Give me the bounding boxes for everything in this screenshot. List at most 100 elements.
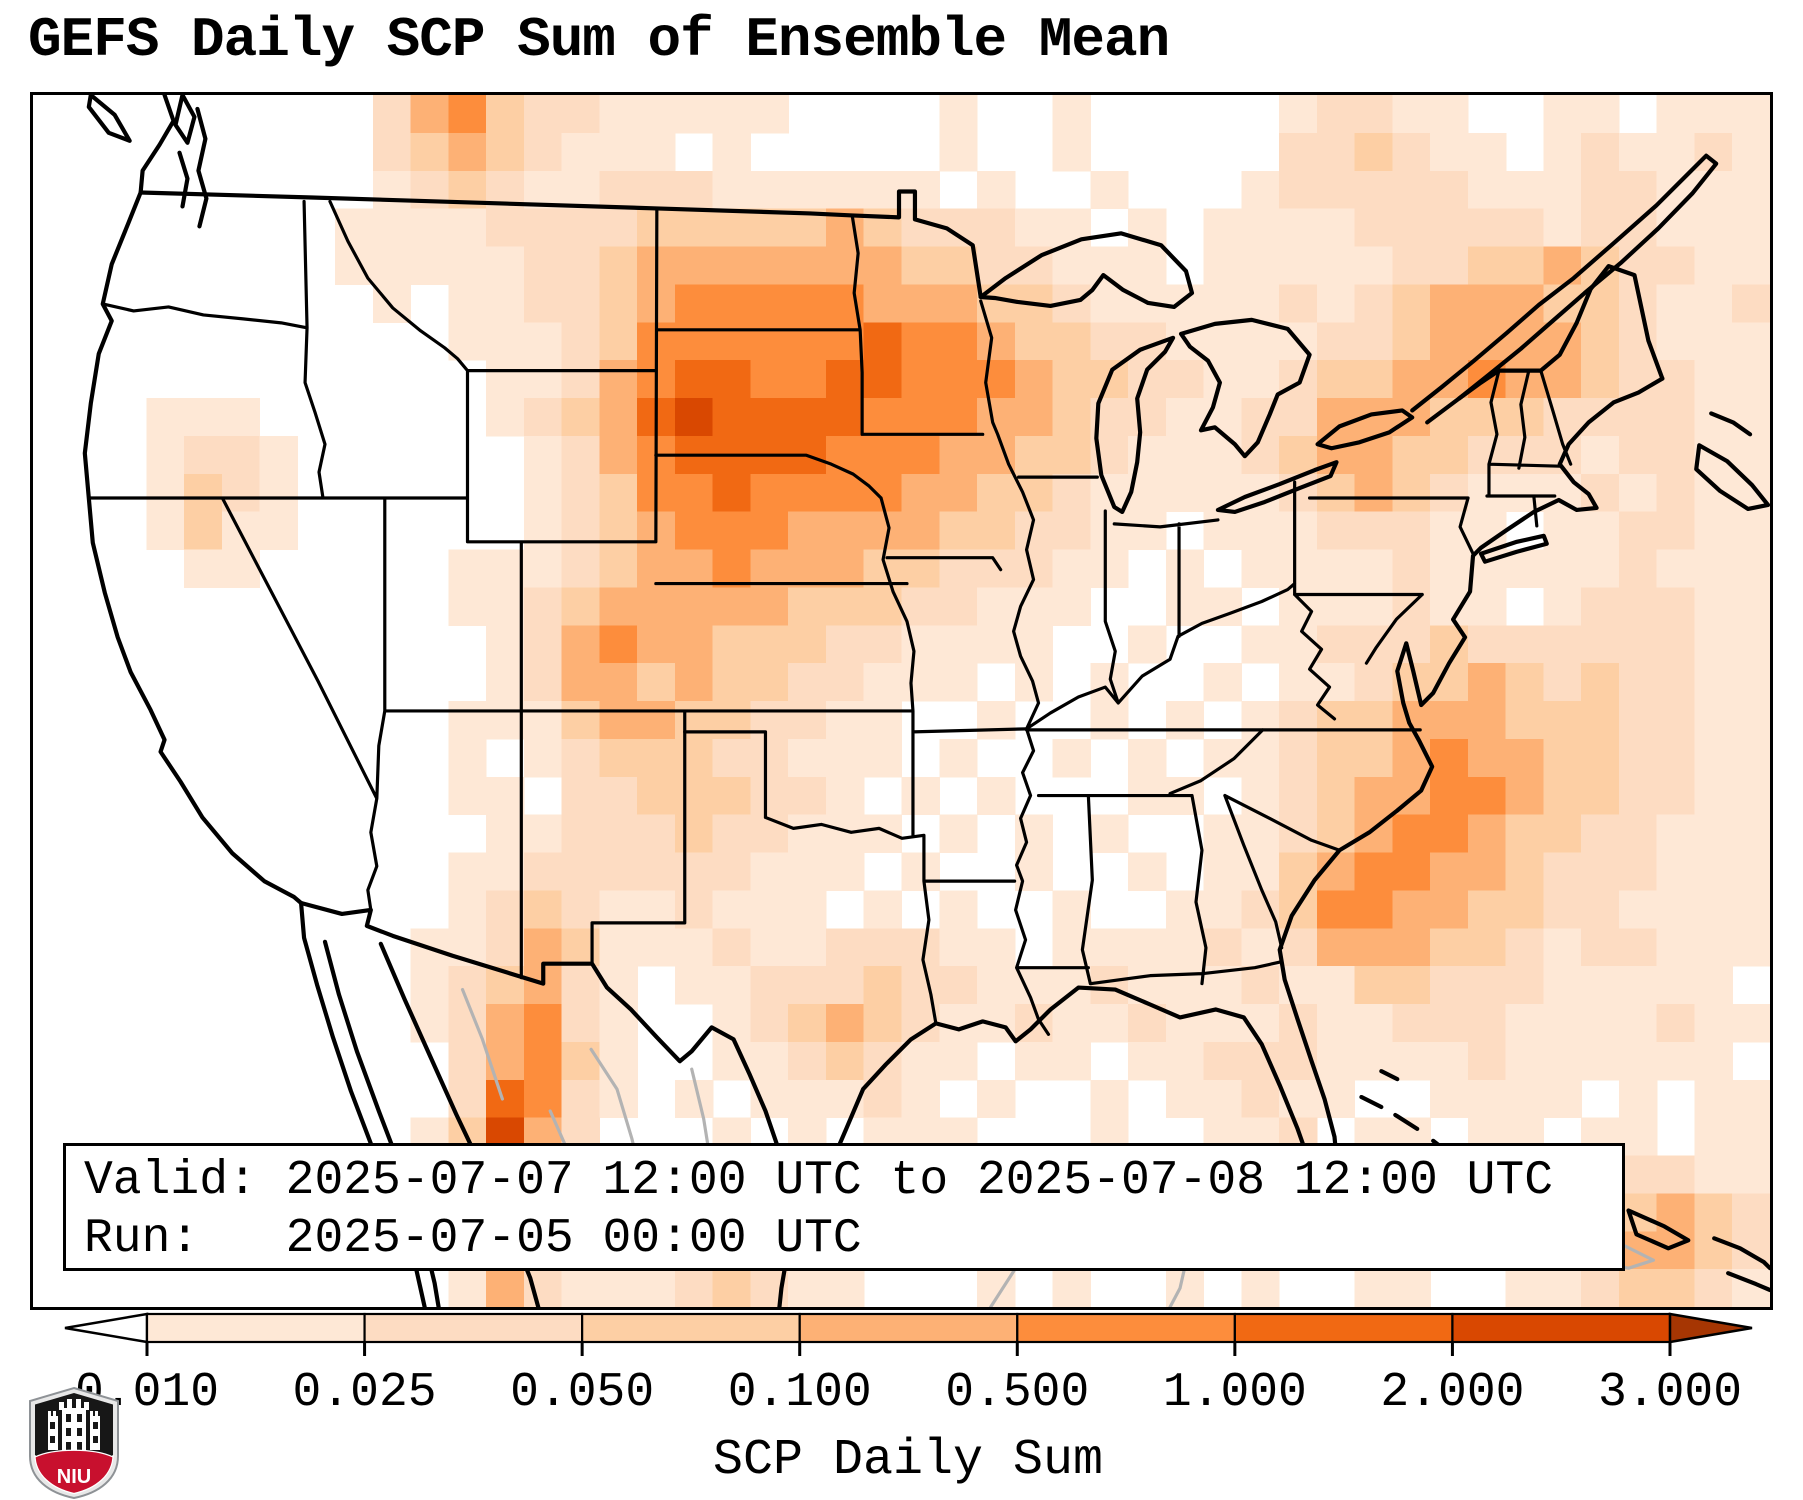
heatmap-cell [1543, 701, 1582, 740]
heatmap-cell [486, 208, 525, 248]
heatmap-cell [1128, 360, 1167, 399]
heatmap-cell [1354, 511, 1393, 551]
heatmap-cell [184, 549, 223, 588]
heatmap-cell [712, 587, 752, 626]
heatmap-cell [1505, 928, 1545, 967]
heatmap-cell [1241, 208, 1280, 248]
lake-erie [1215, 460, 1339, 515]
heatmap-cell [901, 246, 940, 285]
heatmap-cell [1694, 663, 1733, 702]
heatmap-cell [1090, 1004, 1129, 1043]
heatmap-cell [1467, 132, 1507, 172]
heatmap-cell [750, 814, 789, 854]
heatmap-cell [1694, 284, 1733, 323]
heatmap-cell [674, 587, 714, 626]
heatmap-cell [1014, 398, 1054, 437]
heatmap-cell [1467, 928, 1507, 967]
heatmap-cell [901, 1041, 940, 1081]
heatmap-cell [1581, 663, 1620, 702]
heatmap-cell [1090, 170, 1129, 210]
heatmap-cell [712, 890, 752, 929]
heatmap-cell [1392, 284, 1431, 323]
heatmap-cell [1279, 246, 1318, 285]
heatmap-cell [486, 701, 525, 740]
shield-red-band [34, 1449, 114, 1495]
heatmap-cell [863, 322, 903, 361]
heatmap-cell [977, 701, 1016, 740]
heatmap-cell [1543, 246, 1582, 285]
heatmap-cell [674, 1269, 714, 1307]
heatmap-cell [1128, 511, 1167, 551]
heatmap-cell [1543, 208, 1582, 248]
heatmap-cell [1543, 890, 1582, 929]
heatmap-cell [1279, 776, 1318, 816]
heatmap-cell [939, 132, 978, 172]
heatmap-cell [1543, 549, 1582, 588]
heatmap-cell [1656, 435, 1696, 475]
heatmap-cell [977, 360, 1016, 399]
heatmap-cell [448, 776, 487, 816]
heatmap-cell [637, 928, 676, 967]
heatmap-cell [977, 966, 1016, 1005]
heatmap-cell [1279, 549, 1318, 588]
heatmap-cell [788, 587, 827, 626]
nova-scotia [1694, 411, 1770, 512]
heatmap-cell [523, 246, 563, 285]
heatmap-cell [561, 738, 601, 778]
heatmap-cell [1732, 398, 1770, 437]
heatmap-cell [1732, 1155, 1770, 1194]
heatmap-cell [523, 738, 563, 778]
heatmap-cell [1467, 776, 1507, 816]
heatmap-cell [825, 1269, 865, 1307]
heatmap-cell [448, 132, 487, 172]
heatmap-cell [1618, 1117, 1658, 1157]
heatmap-cell [599, 246, 638, 285]
heatmap-cell [486, 284, 525, 323]
heatmap-cell [674, 738, 714, 778]
heatmap-cell [1581, 890, 1620, 929]
heatmap-cell [1241, 360, 1280, 399]
heatmap-cell [939, 966, 978, 1005]
heatmap-cell [1505, 701, 1545, 740]
heatmap-cell [1430, 435, 1469, 475]
heatmap-cell [1656, 852, 1696, 891]
heatmap-cell [1165, 587, 1205, 626]
heatmap-cell [1128, 928, 1167, 967]
heatmap-cell [1316, 170, 1356, 210]
heatmap-cell [486, 814, 525, 854]
heatmap-cell [448, 890, 487, 929]
heatmap-cell [1467, 701, 1507, 740]
heatmap-cell [1618, 625, 1658, 664]
heatmap-cell [1656, 170, 1696, 210]
heatmap-cell [939, 814, 978, 854]
heatmap-cell [1279, 435, 1318, 475]
heatmap-cell [599, 511, 638, 551]
colorbar-segment [1451, 1312, 1672, 1344]
heatmap-cell [825, 814, 865, 854]
heatmap-cell [674, 398, 714, 437]
heatmap-cell [1430, 776, 1469, 816]
colorbar-tick-label: 0.025 [292, 1366, 437, 1420]
heatmap-cell [712, 549, 752, 588]
heatmap-cell [750, 966, 789, 1005]
heatmap-cell [750, 398, 789, 437]
heatmap-cell [1656, 95, 1696, 134]
heatmap-cell [1279, 132, 1318, 172]
heatmap-cell [1052, 398, 1091, 437]
heatmap-cell [1241, 1079, 1280, 1119]
heatmap-cell [788, 928, 827, 967]
heatmap-cell [1732, 511, 1770, 551]
heatmap-cell [1656, 814, 1696, 854]
heatmap-cell [1014, 1041, 1054, 1081]
heatmap-cell [1732, 435, 1770, 475]
heatmap-cell [1354, 246, 1393, 285]
heatmap-cell [1732, 132, 1770, 172]
heatmap-cell [863, 170, 903, 210]
heatmap-cell [863, 625, 903, 664]
heatmap-cell [1430, 95, 1469, 134]
heatmap-cell [1203, 852, 1242, 891]
heatmap-cell [1581, 95, 1620, 134]
heatmap-cell [674, 322, 714, 361]
heatmap-cell [712, 284, 752, 323]
heatmap-cell [1732, 663, 1770, 702]
